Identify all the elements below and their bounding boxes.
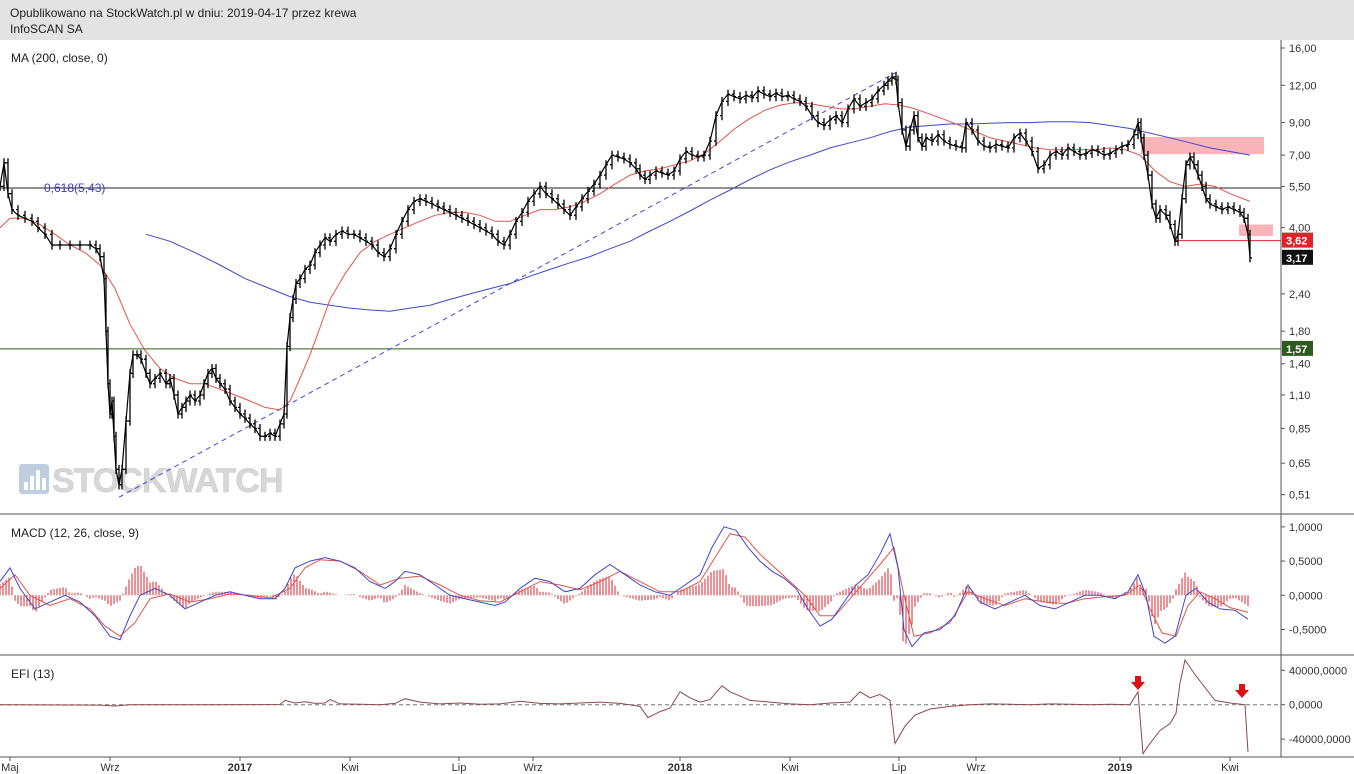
sell-signal-arrow-1	[1131, 676, 1145, 690]
publication-header: Opublikowano na StockWatch.pl w dniu: 20…	[0, 0, 1354, 40]
supply-zone-lower	[1239, 224, 1273, 237]
macd-tick-label: 1,0000	[1289, 522, 1323, 534]
macd-signal-line	[0, 533, 1249, 637]
price-tick-label: 5,50	[1289, 181, 1310, 193]
panel-title-price: MA (200, close, 0)	[11, 51, 108, 65]
price-tick-label: 1,10	[1289, 390, 1310, 402]
x-tick-label: Wrz	[100, 762, 119, 774]
stockwatch-logo: STOCKWATCH	[19, 462, 284, 500]
price-tick-label: 4,00	[1289, 223, 1310, 235]
macd-tick-label: -0,5000	[1289, 624, 1326, 636]
price-tick-label: 0,85	[1289, 423, 1310, 435]
price-tick-label: 1,40	[1289, 359, 1310, 371]
panel-title-efi: EFI (13)	[11, 667, 54, 681]
price-tick-label: 2,40	[1289, 289, 1310, 301]
price-bars	[0, 72, 1252, 490]
x-tick-label: 2018	[668, 762, 692, 774]
x-tick-label: Maj	[1, 762, 19, 774]
x-tick-label: Wrz	[966, 762, 985, 774]
price-close-line	[0, 76, 1251, 485]
macd-tick-label: 0,0000	[1289, 590, 1323, 602]
x-tick-label: Kwi	[1221, 762, 1239, 774]
x-tick-label: Lip	[892, 762, 907, 774]
x-tick-label: Kwi	[341, 762, 359, 774]
efi-tick-label: 0,0000	[1289, 700, 1323, 712]
x-tick-label: Kwi	[781, 762, 799, 774]
panel-title-macd: MACD (12, 26, close, 9)	[11, 526, 139, 540]
fib-level-label: 0,618(5,43)	[44, 181, 105, 195]
efi-tick-label: 40000,0000	[1289, 665, 1347, 677]
x-tick-label: Wrz	[523, 762, 542, 774]
sell-signal-arrow-2	[1235, 684, 1249, 698]
resistance-price-label: 3,62	[1286, 236, 1307, 248]
macd-tick-label: 0,5000	[1289, 556, 1323, 568]
x-tick-label: Lip	[452, 762, 467, 774]
support-price-box	[1282, 340, 1313, 356]
resistance-price-box	[1282, 232, 1313, 248]
trend-line	[118, 71, 898, 498]
support-price-label: 1,57	[1286, 344, 1307, 356]
efi-line	[0, 658, 1249, 756]
x-tick-label: 2019	[1108, 762, 1132, 774]
watermark-text: STOCKWATCH	[52, 462, 283, 500]
company-name: InfoSCAN SA	[10, 22, 83, 36]
ma-slow-line	[145, 121, 1251, 312]
price-tick-label: 1,80	[1289, 326, 1310, 338]
price-tick-label: 16,00	[1289, 43, 1317, 55]
published-info: Opublikowano na StockWatch.pl w dniu: 20…	[10, 6, 357, 20]
price-tick-label: 0,51	[1289, 490, 1310, 502]
efi-tick-label: -40000,0000	[1289, 734, 1351, 746]
macd-line	[0, 526, 1249, 648]
price-tick-label: 0,65	[1289, 458, 1310, 470]
last-price-box	[1282, 249, 1313, 265]
price-tick-label: 7,00	[1289, 150, 1310, 162]
macd-histogram	[0, 565, 1249, 644]
last-price-label: 3,17	[1286, 253, 1307, 265]
price-tick-label: 12,00	[1289, 80, 1317, 92]
x-tick-label: 2017	[228, 762, 252, 774]
price-tick-label: 9,00	[1289, 118, 1310, 130]
